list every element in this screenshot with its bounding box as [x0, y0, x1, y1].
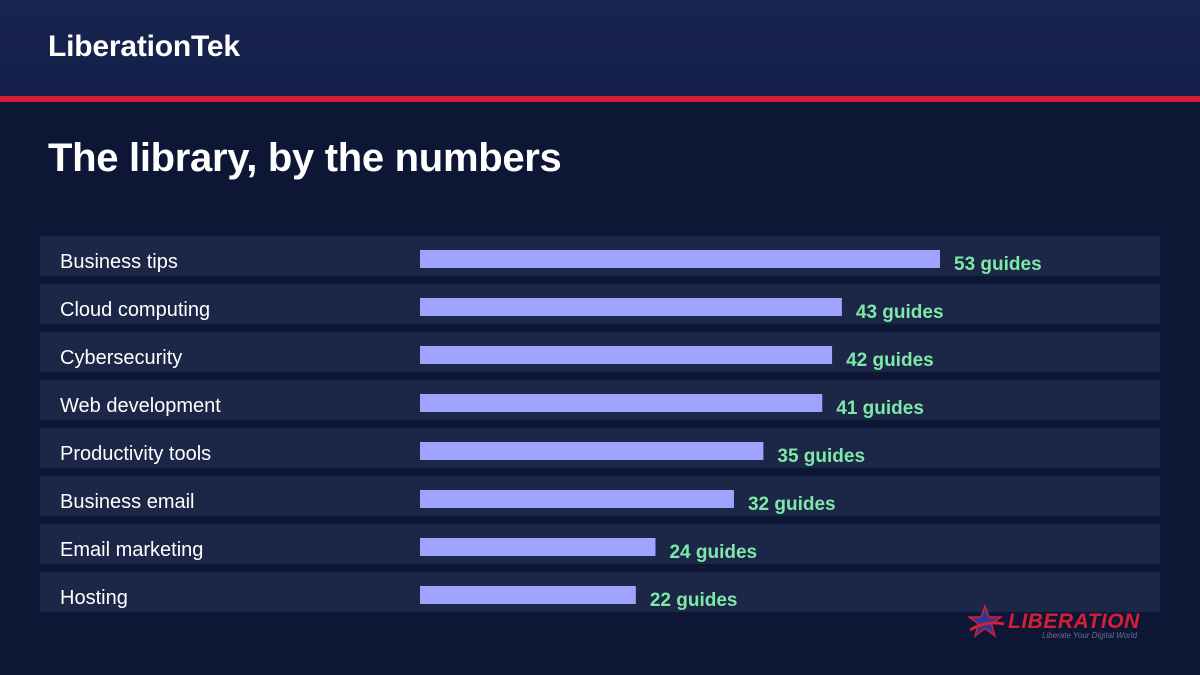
value-label: 42 guides: [846, 350, 934, 371]
value-label: 43 guides: [856, 302, 944, 323]
liberation-logo: LIBERATION Liberate Your Digital World: [968, 602, 1168, 644]
value-label: 24 guides: [669, 542, 757, 563]
category-label: Cybersecurity: [60, 347, 182, 369]
bar: [420, 442, 764, 460]
value-label: 32 guides: [748, 494, 836, 515]
category-label: Hosting: [60, 587, 128, 609]
category-label: Productivity tools: [60, 443, 211, 465]
category-label: Business tips: [60, 251, 178, 273]
logo-wordmark: LIBERATION: [1008, 610, 1140, 633]
bar: [420, 346, 833, 364]
category-label: Email marketing: [60, 539, 203, 561]
category-label: Business email: [60, 491, 195, 513]
bar: [420, 250, 940, 268]
bar: [420, 538, 656, 556]
value-label: 41 guides: [836, 398, 924, 419]
logo-tagline: Liberate Your Digital World: [1042, 631, 1138, 640]
category-label: Cloud computing: [60, 299, 210, 321]
value-label: 35 guides: [777, 446, 865, 467]
brand-name: LiberationTek: [48, 30, 240, 63]
category-label: Web development: [60, 395, 221, 417]
header-bar: LiberationTek: [0, 0, 1200, 96]
value-label: 53 guides: [954, 254, 1042, 275]
accent-divider: [0, 96, 1200, 102]
page-title: The library, by the numbers: [48, 136, 562, 180]
bar: [420, 298, 842, 316]
star-swoosh-icon: [968, 604, 1005, 638]
value-label: 22 guides: [650, 590, 738, 611]
bar: [420, 586, 636, 604]
bar: [420, 394, 823, 412]
bar: [420, 490, 734, 508]
